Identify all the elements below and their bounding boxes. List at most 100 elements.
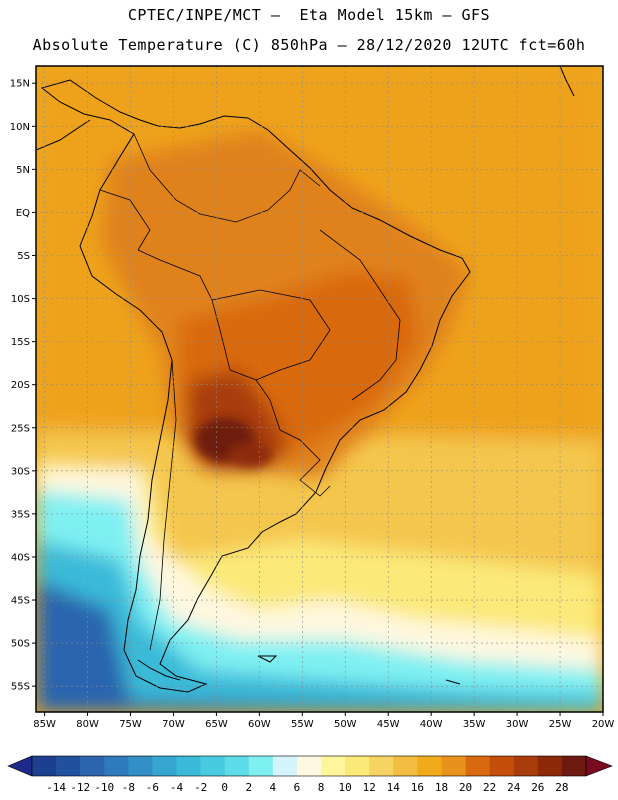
lat-label: 20S xyxy=(11,380,30,391)
colorbar-swatch xyxy=(321,756,346,776)
coastlines xyxy=(36,66,575,693)
colorbar-label: 8 xyxy=(318,781,325,794)
lat-label: 10S xyxy=(11,294,30,305)
colorbar-swatch xyxy=(152,756,177,776)
border-peru-brazil xyxy=(137,249,221,331)
colorbar-label: 24 xyxy=(507,781,521,794)
lat-label: 25S xyxy=(11,423,30,434)
border-bolivia-paraguay xyxy=(219,329,281,431)
lat-label: 45S xyxy=(11,596,30,607)
colorbar-label: 18 xyxy=(435,781,448,794)
colorbar-swatch xyxy=(489,756,515,776)
colorbar-label: -10 xyxy=(94,781,114,794)
colorbar-label: 2 xyxy=(245,781,252,794)
lat-label: 55S xyxy=(11,682,30,693)
colorbar-swatch xyxy=(80,756,105,776)
lat-label: 10N xyxy=(10,122,30,133)
colorbar-label: -12 xyxy=(70,781,90,794)
colorbar-label: 28 xyxy=(555,781,568,794)
lon-label: 45W xyxy=(377,719,400,730)
border-chile-argentina xyxy=(149,359,177,651)
field-deep-blue xyxy=(36,580,603,712)
field-core-max-2 xyxy=(228,443,272,467)
colorbar-swatch xyxy=(56,756,81,776)
lon-label: 35W xyxy=(463,719,486,730)
lon-label: 40W xyxy=(420,719,443,730)
lat-label: 40S xyxy=(11,552,30,563)
border-argentina-brazil xyxy=(279,429,321,481)
colorbar-swatch xyxy=(369,756,394,776)
colorbar-label: 12 xyxy=(363,781,376,794)
colorbar-swatch xyxy=(224,756,250,776)
lon-label: 85W xyxy=(33,719,56,730)
border-brazil-states xyxy=(319,229,401,401)
south-america-coast xyxy=(40,79,471,693)
border-bolivia-brazil xyxy=(211,289,331,381)
lat-label: 15N xyxy=(10,79,30,90)
colorbar-swatch xyxy=(104,756,129,776)
temperature-field xyxy=(36,66,603,712)
colorbar-label: 20 xyxy=(459,781,472,794)
colorbar-label: 14 xyxy=(387,781,401,794)
colorbar-swatch xyxy=(513,756,539,776)
border-colombia-ecuador xyxy=(99,189,151,251)
colorbar-label: 26 xyxy=(531,781,544,794)
colorbar-swatch xyxy=(296,756,322,776)
lat-label: 35S xyxy=(11,509,30,520)
south-georgia-coast xyxy=(445,679,461,685)
country-borders xyxy=(99,133,401,651)
lon-label: 50W xyxy=(334,719,357,730)
chart-title-line1: CPTEC/INPE/MCT – Eta Model 15km – GFS xyxy=(127,6,491,24)
colorbar: -14 -12 -10 -8 -6 -4 -2 0 2 4 6 8 10 12 14 16 18 20 22 24 26… xyxy=(7,755,613,794)
colorbar-swatch xyxy=(200,756,225,776)
map-frame xyxy=(35,65,604,713)
lon-label: 20W xyxy=(592,719,615,730)
tierra-del-fuego-coast xyxy=(137,659,181,681)
lon-label: 70W xyxy=(162,719,185,730)
border-colombia-venezuela xyxy=(133,133,269,223)
colorbar-label: 10 xyxy=(339,781,352,794)
colorbar-swatch xyxy=(417,756,442,776)
lon-label: 55W xyxy=(291,719,314,730)
colorbar-label: -6 xyxy=(146,781,159,794)
field-blue-band xyxy=(36,540,603,712)
lat-label: EQ xyxy=(16,208,30,219)
colorbar-label: 6 xyxy=(294,781,301,794)
border-guianas xyxy=(267,169,321,211)
falklands-coast xyxy=(257,655,278,663)
lon-label: 65W xyxy=(205,719,228,730)
colorbar-swatches xyxy=(7,755,613,777)
lat-label: 15S xyxy=(11,337,30,348)
colorbar-label: -8 xyxy=(122,781,135,794)
colorbar-swatch xyxy=(561,756,587,776)
chart-title-line2: Absolute Temperature (C) 850hPa – 28/12/… xyxy=(32,36,586,54)
colorbar-labels: -14 -12 -10 -8 -6 -4 -2 0 2 4 6 8 10 12 14 16 18 20 22 24 26… xyxy=(46,781,568,794)
caribbean-islands xyxy=(559,66,575,97)
colorbar-swatch xyxy=(272,756,298,776)
lat-label: 30S xyxy=(11,466,30,477)
colorbar-label: 0 xyxy=(221,781,228,794)
colorbar-outline xyxy=(31,755,587,777)
central-america-coast xyxy=(36,119,91,151)
colorbar-swatch xyxy=(465,756,490,776)
colorbar-under-triangle xyxy=(7,755,33,777)
colorbar-swatch xyxy=(441,756,466,776)
colorbar-swatch xyxy=(537,756,563,776)
colorbar-label: 4 xyxy=(270,781,277,794)
lon-label: 25W xyxy=(549,719,572,730)
lon-label: 60W xyxy=(248,719,271,730)
colorbar-over-triangle xyxy=(585,755,613,777)
colorbar-swatch xyxy=(345,756,370,776)
colorbar-label: -2 xyxy=(194,781,207,794)
latitude-labels: 15N 10N 5N EQ 5S 10S 15S 20S 25S 30S 35S 40S 45S 50S 5… xyxy=(10,79,36,693)
border-uruguay xyxy=(299,479,331,497)
colorbar-label: -4 xyxy=(170,781,184,794)
colorbar-swatch xyxy=(248,756,274,776)
lon-label: 30W xyxy=(506,719,529,730)
colorbar-swatch xyxy=(128,756,153,776)
colorbar-swatch xyxy=(393,756,418,776)
lat-label: 50S xyxy=(11,639,30,650)
colorbar-swatch xyxy=(32,756,57,776)
lon-label: 75W xyxy=(119,719,142,730)
colorbar-label: 16 xyxy=(411,781,424,794)
